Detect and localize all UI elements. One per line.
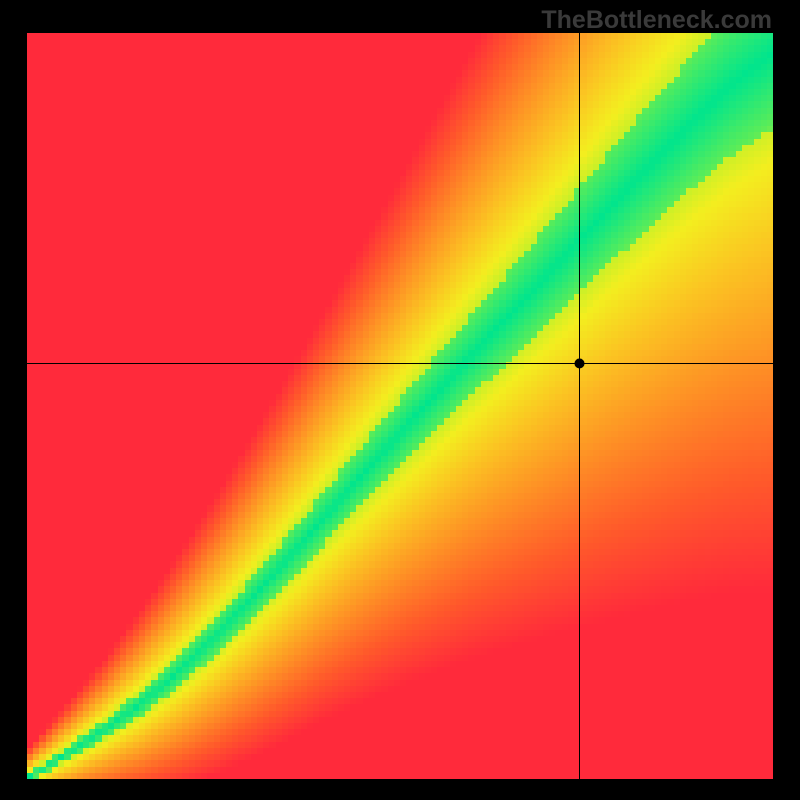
- chart-container: TheBottleneck.com: [0, 0, 800, 800]
- source-watermark: TheBottleneck.com: [541, 6, 772, 35]
- bottleneck-heatmap: [27, 33, 773, 779]
